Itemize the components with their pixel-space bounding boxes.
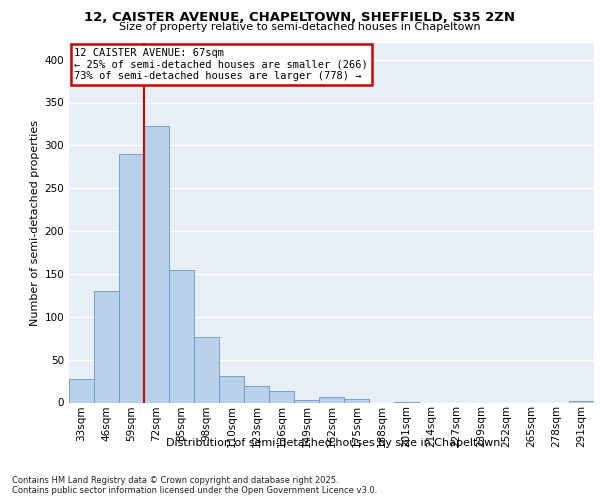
- Bar: [144, 126, 169, 402]
- Bar: [269, 392, 294, 402]
- Bar: [569, 401, 594, 402]
- Bar: [119, 154, 144, 402]
- Bar: [294, 400, 319, 402]
- Y-axis label: Number of semi-detached properties: Number of semi-detached properties: [30, 120, 40, 326]
- Text: Distribution of semi-detached houses by size in Chapeltown: Distribution of semi-detached houses by …: [166, 438, 500, 448]
- Text: 12 CAISTER AVENUE: 67sqm
← 25% of semi-detached houses are smaller (266)
73% of : 12 CAISTER AVENUE: 67sqm ← 25% of semi-d…: [74, 48, 368, 81]
- Bar: [344, 399, 369, 402]
- Bar: [244, 386, 269, 402]
- Bar: [169, 270, 194, 402]
- Text: 12, CAISTER AVENUE, CHAPELTOWN, SHEFFIELD, S35 2ZN: 12, CAISTER AVENUE, CHAPELTOWN, SHEFFIEL…: [85, 11, 515, 24]
- Bar: [194, 338, 219, 402]
- Bar: [219, 376, 244, 402]
- Bar: [69, 378, 94, 402]
- Text: Contains HM Land Registry data © Crown copyright and database right 2025.
Contai: Contains HM Land Registry data © Crown c…: [12, 476, 377, 495]
- Bar: [94, 291, 119, 403]
- Bar: [319, 398, 344, 402]
- Text: Size of property relative to semi-detached houses in Chapeltown: Size of property relative to semi-detach…: [119, 22, 481, 32]
